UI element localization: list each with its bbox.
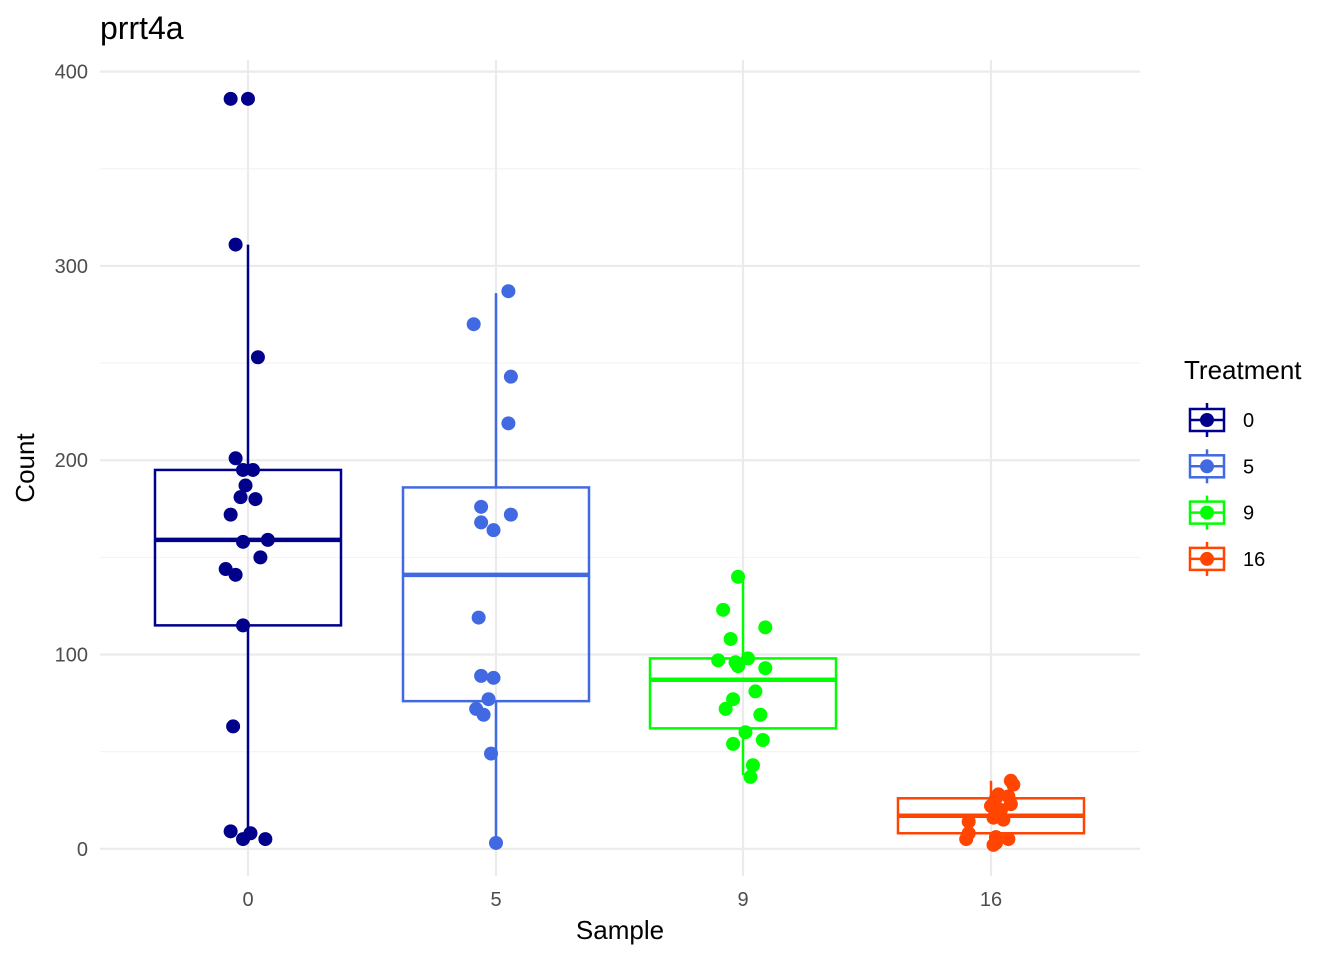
data-point xyxy=(996,812,1011,827)
data-point xyxy=(250,350,265,365)
legend-label: 5 xyxy=(1243,456,1254,478)
data-point xyxy=(501,416,516,431)
data-point xyxy=(476,707,491,722)
data-point xyxy=(753,707,768,722)
data-point xyxy=(718,701,733,716)
data-point xyxy=(748,684,763,699)
legend-items: 0 5 9 16 xyxy=(1188,403,1265,576)
data-point xyxy=(223,91,238,106)
data-point xyxy=(226,719,241,734)
data-point xyxy=(740,651,755,666)
legend-point xyxy=(1200,413,1214,427)
data-point xyxy=(711,653,726,668)
data-point xyxy=(241,91,255,106)
data-point xyxy=(245,462,260,477)
legend-item-5: 5 xyxy=(1188,449,1254,484)
x-axis-title: Sample xyxy=(576,915,664,945)
x-tick-label: 16 xyxy=(980,889,1002,911)
data-point xyxy=(253,550,268,565)
chart-title: prrt4a xyxy=(100,10,184,46)
data-point xyxy=(228,237,243,252)
data-point xyxy=(474,499,489,514)
data-point xyxy=(236,462,251,477)
legend-point xyxy=(1200,505,1214,520)
data-point xyxy=(233,490,248,505)
data-point xyxy=(758,661,773,676)
data-point xyxy=(501,284,516,299)
x-tick-label: 5 xyxy=(490,889,501,911)
data-point xyxy=(755,733,770,747)
box-group-5 xyxy=(401,293,591,843)
data-point xyxy=(758,620,773,635)
data-point xyxy=(223,824,238,839)
data-point xyxy=(258,832,273,847)
data-point xyxy=(503,507,518,522)
data-point xyxy=(961,814,976,829)
legend-item-0: 0 xyxy=(1188,403,1254,437)
data-point xyxy=(481,692,496,707)
data-point xyxy=(486,523,501,538)
data-point xyxy=(484,746,499,761)
data-point xyxy=(238,478,253,493)
data-point xyxy=(745,758,760,773)
data-point xyxy=(236,832,251,847)
boxes xyxy=(153,244,1086,845)
data-point xyxy=(236,618,251,633)
data-point xyxy=(474,515,489,530)
legend-item-16: 16 xyxy=(1188,541,1265,576)
data-point xyxy=(716,602,731,617)
data-point xyxy=(738,725,753,740)
legend-title: Treatment xyxy=(1184,355,1302,385)
data-point xyxy=(236,534,251,549)
data-point xyxy=(959,832,974,847)
legend-label: 9 xyxy=(1243,503,1254,525)
y-tick-label: 0 xyxy=(77,839,88,861)
box xyxy=(401,486,591,703)
data-point xyxy=(743,769,758,784)
data-point xyxy=(466,317,481,332)
y-tick-label: 400 xyxy=(55,62,88,84)
data-point xyxy=(986,837,1001,852)
y-tick-label: 300 xyxy=(55,256,88,278)
data-point xyxy=(726,692,741,707)
legend-label: 0 xyxy=(1243,410,1254,432)
data-point xyxy=(731,659,746,674)
data-point xyxy=(260,532,275,547)
x-tick-label: 9 xyxy=(737,889,748,911)
data-point xyxy=(228,567,243,582)
legend-point xyxy=(1200,459,1214,474)
x-tick-label: 0 xyxy=(242,889,253,911)
data-point xyxy=(471,610,486,625)
y-tick-label: 100 xyxy=(55,645,88,667)
data-point xyxy=(503,369,518,384)
data-point xyxy=(228,451,243,466)
data-point xyxy=(486,670,501,685)
data-point xyxy=(248,492,263,507)
tick-labels: 0 100 200 300 400 0 5 9 16 xyxy=(55,62,1003,911)
data-point xyxy=(1006,777,1021,792)
legend: Treatment 0 5 9 16 xyxy=(1184,355,1302,576)
legend-label: 16 xyxy=(1243,549,1265,571)
y-tick-label: 200 xyxy=(55,450,88,472)
data-point xyxy=(489,835,503,850)
legend-point xyxy=(1200,551,1214,566)
data-point xyxy=(723,631,738,646)
legend-item-9: 9 xyxy=(1188,495,1254,530)
data-point xyxy=(726,736,741,751)
data-point xyxy=(474,668,489,683)
data-point xyxy=(1001,832,1016,847)
data-points xyxy=(218,91,1021,852)
data-point xyxy=(731,569,746,584)
data-point xyxy=(223,507,238,522)
y-axis-title: Count xyxy=(10,433,40,503)
